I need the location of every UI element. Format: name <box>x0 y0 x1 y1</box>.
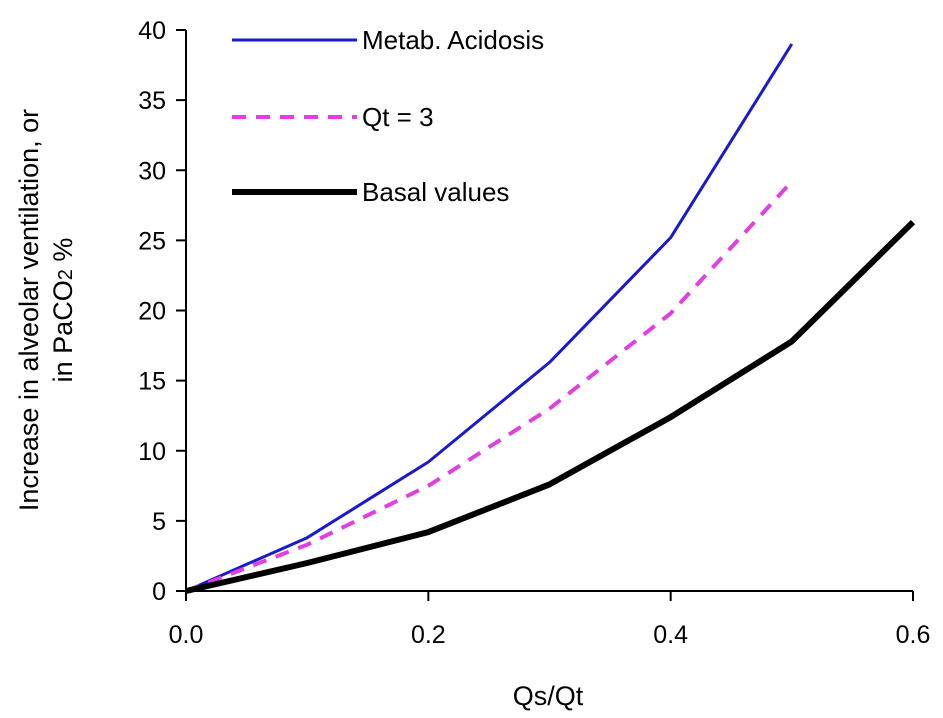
series-layer <box>185 43 916 594</box>
y-tick-label: 35 <box>138 87 166 115</box>
y-axis-title-main: in PaCO <box>48 280 78 382</box>
x-axis-title: Qs/Qt <box>513 681 584 711</box>
series-line-0 <box>185 43 794 593</box>
x-tick-label: 0.6 <box>896 621 931 649</box>
y-tick-label: 10 <box>138 438 166 466</box>
y-axis-title-subscript: 2 <box>55 269 77 280</box>
series-line-2 <box>185 219 916 594</box>
y-tick-label: 40 <box>138 17 166 45</box>
legend: Metab. Acidosis Qt = 3 Basal values <box>232 25 544 207</box>
legend-label: Basal values <box>362 177 509 207</box>
x-tick-label: 0.4 <box>653 621 688 649</box>
axes: 0 5 10 15 20 25 30 35 40 0.0 0.2 0.4 0.6 <box>138 17 930 649</box>
y-tick-label: 25 <box>138 227 166 255</box>
y-tick-label: 20 <box>138 298 166 326</box>
y-axis-title-unit: % <box>48 238 78 270</box>
y-tick-label: 0 <box>152 578 166 606</box>
x-tick-label: 0.0 <box>169 621 204 649</box>
y-axis-title-line1: Increase in alveolar ventilation, or <box>14 109 44 511</box>
legend-label: Qt = 3 <box>362 102 434 132</box>
y-tick-label: 15 <box>138 368 166 396</box>
y-axis-title: Increase in alveolar ventilation, or in … <box>14 109 78 511</box>
legend-label: Metab. Acidosis <box>362 25 544 55</box>
y-tick-label: 5 <box>152 508 166 536</box>
series-line-1 <box>185 180 794 593</box>
y-axis-title-line2: in PaCO2 % <box>48 238 78 383</box>
x-tick-label: 0.2 <box>411 621 446 649</box>
y-tick-label: 30 <box>138 157 166 185</box>
